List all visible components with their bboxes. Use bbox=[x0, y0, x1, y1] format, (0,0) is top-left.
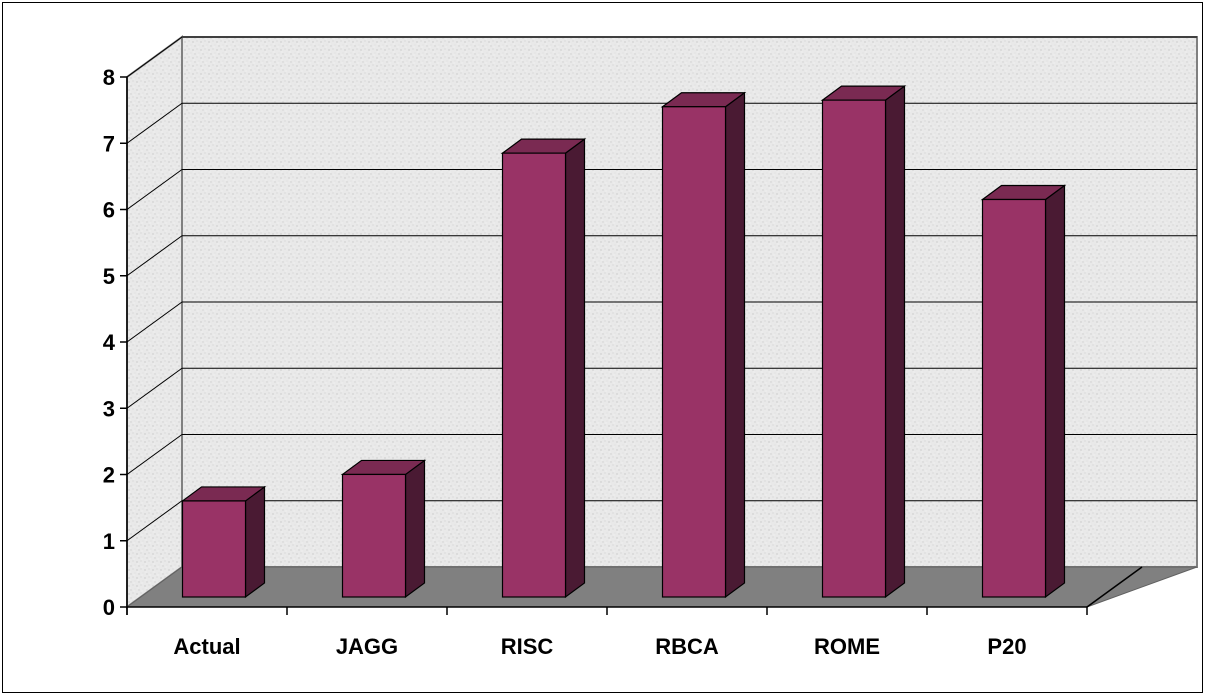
x-category-label: P20 bbox=[987, 634, 1026, 659]
bar-actual bbox=[180, 485, 267, 599]
bar-side bbox=[564, 137, 586, 599]
bar-side bbox=[884, 84, 906, 599]
bar-risc bbox=[500, 137, 587, 599]
x-category-label: JAGG bbox=[336, 634, 398, 659]
gridline-side bbox=[126, 434, 183, 475]
bar-side bbox=[244, 485, 266, 599]
y-axis-ticks: 0 1 2 3 4 5 6 7 8 bbox=[103, 65, 127, 620]
bar-side bbox=[724, 91, 746, 599]
bar-side bbox=[1044, 184, 1066, 599]
gridline-side bbox=[126, 500, 183, 542]
bar-front bbox=[661, 106, 727, 598]
x-axis-depth-line bbox=[1086, 566, 1143, 608]
bar-rome bbox=[820, 84, 907, 599]
gridline-side bbox=[126, 169, 183, 210]
y-tick-label: 5 bbox=[103, 264, 115, 289]
gridline-side bbox=[126, 36, 183, 78]
y-tick-label: 3 bbox=[103, 396, 115, 421]
bar-p20 bbox=[980, 184, 1067, 599]
gridline-side bbox=[126, 367, 183, 409]
bars bbox=[180, 84, 1067, 599]
bar-front bbox=[821, 99, 887, 598]
bar-rbca bbox=[660, 91, 747, 599]
bar-front bbox=[181, 500, 247, 598]
x-category-label: ROME bbox=[814, 634, 880, 659]
y-tick-label: 1 bbox=[103, 529, 115, 554]
gridline-side bbox=[126, 102, 183, 144]
bar-jagg bbox=[340, 459, 427, 599]
y-tick-label: 2 bbox=[103, 463, 115, 488]
y-tick-label: 8 bbox=[103, 65, 115, 90]
bar-side bbox=[404, 459, 426, 599]
x-category-label: RBCA bbox=[655, 634, 719, 659]
y-tick-label: 6 bbox=[103, 198, 115, 223]
gridline-side bbox=[126, 301, 183, 343]
bar-front bbox=[341, 473, 407, 598]
x-category-label: RISC bbox=[501, 634, 554, 659]
x-axis-labels: Actual JAGG RISC RBCA ROME P20 bbox=[173, 634, 1026, 659]
axes bbox=[126, 77, 1143, 615]
x-category-label: Actual bbox=[173, 634, 240, 659]
y-tick-label: 7 bbox=[103, 131, 115, 156]
gridline-side bbox=[126, 235, 183, 277]
y-tick-label: 4 bbox=[103, 330, 116, 355]
bar-front bbox=[981, 198, 1047, 598]
y-tick-label: 0 bbox=[103, 595, 115, 620]
bar-front bbox=[501, 152, 567, 598]
